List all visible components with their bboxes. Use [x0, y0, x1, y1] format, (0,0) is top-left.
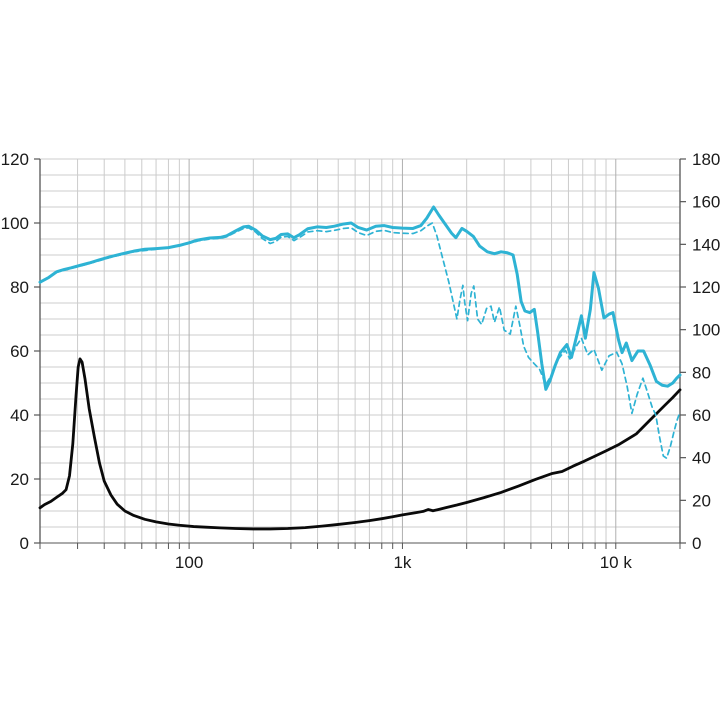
axes	[34, 158, 686, 549]
svg-text:120: 120	[692, 278, 720, 297]
svg-text:180: 180	[692, 150, 720, 169]
y-axis-right-labels: 0 20 40 60 80 100 120 140 160 180	[692, 150, 720, 553]
svg-text:0: 0	[20, 534, 29, 553]
svg-text:20: 20	[10, 470, 29, 489]
svg-text:100: 100	[175, 553, 203, 572]
svg-text:80: 80	[692, 363, 711, 382]
svg-text:100: 100	[692, 321, 720, 340]
series-spl-on-axis	[38, 205, 682, 391]
series-impedance	[38, 357, 682, 531]
grid	[39, 158, 681, 544]
svg-text:40: 40	[10, 406, 29, 425]
svg-text:60: 60	[10, 342, 29, 361]
svg-text:10 k: 10 k	[600, 553, 633, 572]
series-spl-off-axis	[39, 222, 681, 460]
svg-text:120: 120	[1, 150, 29, 169]
svg-text:1k: 1k	[393, 553, 411, 572]
svg-text:80: 80	[10, 278, 29, 297]
svg-text:160: 160	[692, 193, 720, 212]
svg-text:60: 60	[692, 406, 711, 425]
svg-text:100: 100	[1, 214, 29, 233]
svg-text:140: 140	[692, 235, 720, 254]
y-axis-left-labels: 0 20 40 60 80 100 120	[1, 150, 29, 553]
x-axis-labels: 100 1k 10 k	[175, 553, 632, 572]
svg-text:20: 20	[692, 491, 711, 510]
svg-text:40: 40	[692, 449, 711, 468]
svg-text:0: 0	[692, 534, 701, 553]
